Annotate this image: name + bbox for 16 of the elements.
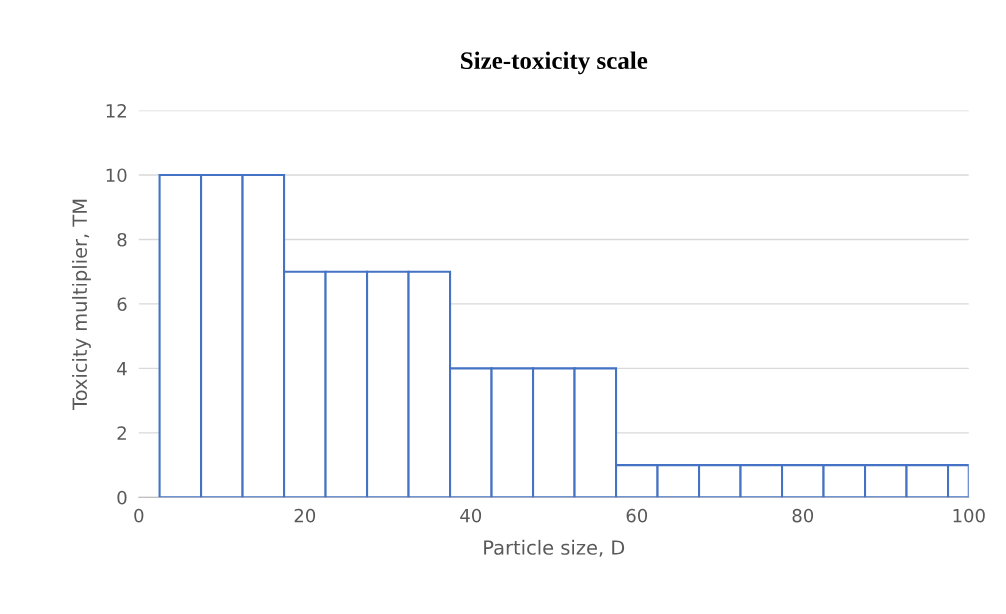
y-tick-label: 10 — [106, 168, 127, 183]
x-tick-label: 20 — [294, 508, 316, 523]
x-tick-label: 40 — [460, 508, 482, 523]
y-axis-title: Toxicity multiplier, TM — [72, 199, 91, 410]
y-tick-label: 8 — [117, 232, 127, 247]
y-tick-label: 12 — [106, 103, 126, 118]
x-axis-title: Particle size, D — [484, 539, 625, 557]
y-tick-label: 4 — [117, 362, 127, 376]
x-tick-label: 100 — [953, 508, 985, 523]
x-tick-label: 60 — [626, 508, 648, 523]
y-tick-label: 2 — [117, 426, 126, 440]
x-tick-label: 0 — [134, 508, 144, 523]
chart-title: Size-toxicity scale — [461, 51, 648, 75]
x-tick-label: 80 — [792, 508, 814, 523]
y-tick-label: 6 — [117, 297, 127, 312]
y-tick-label: 0 — [117, 490, 127, 505]
